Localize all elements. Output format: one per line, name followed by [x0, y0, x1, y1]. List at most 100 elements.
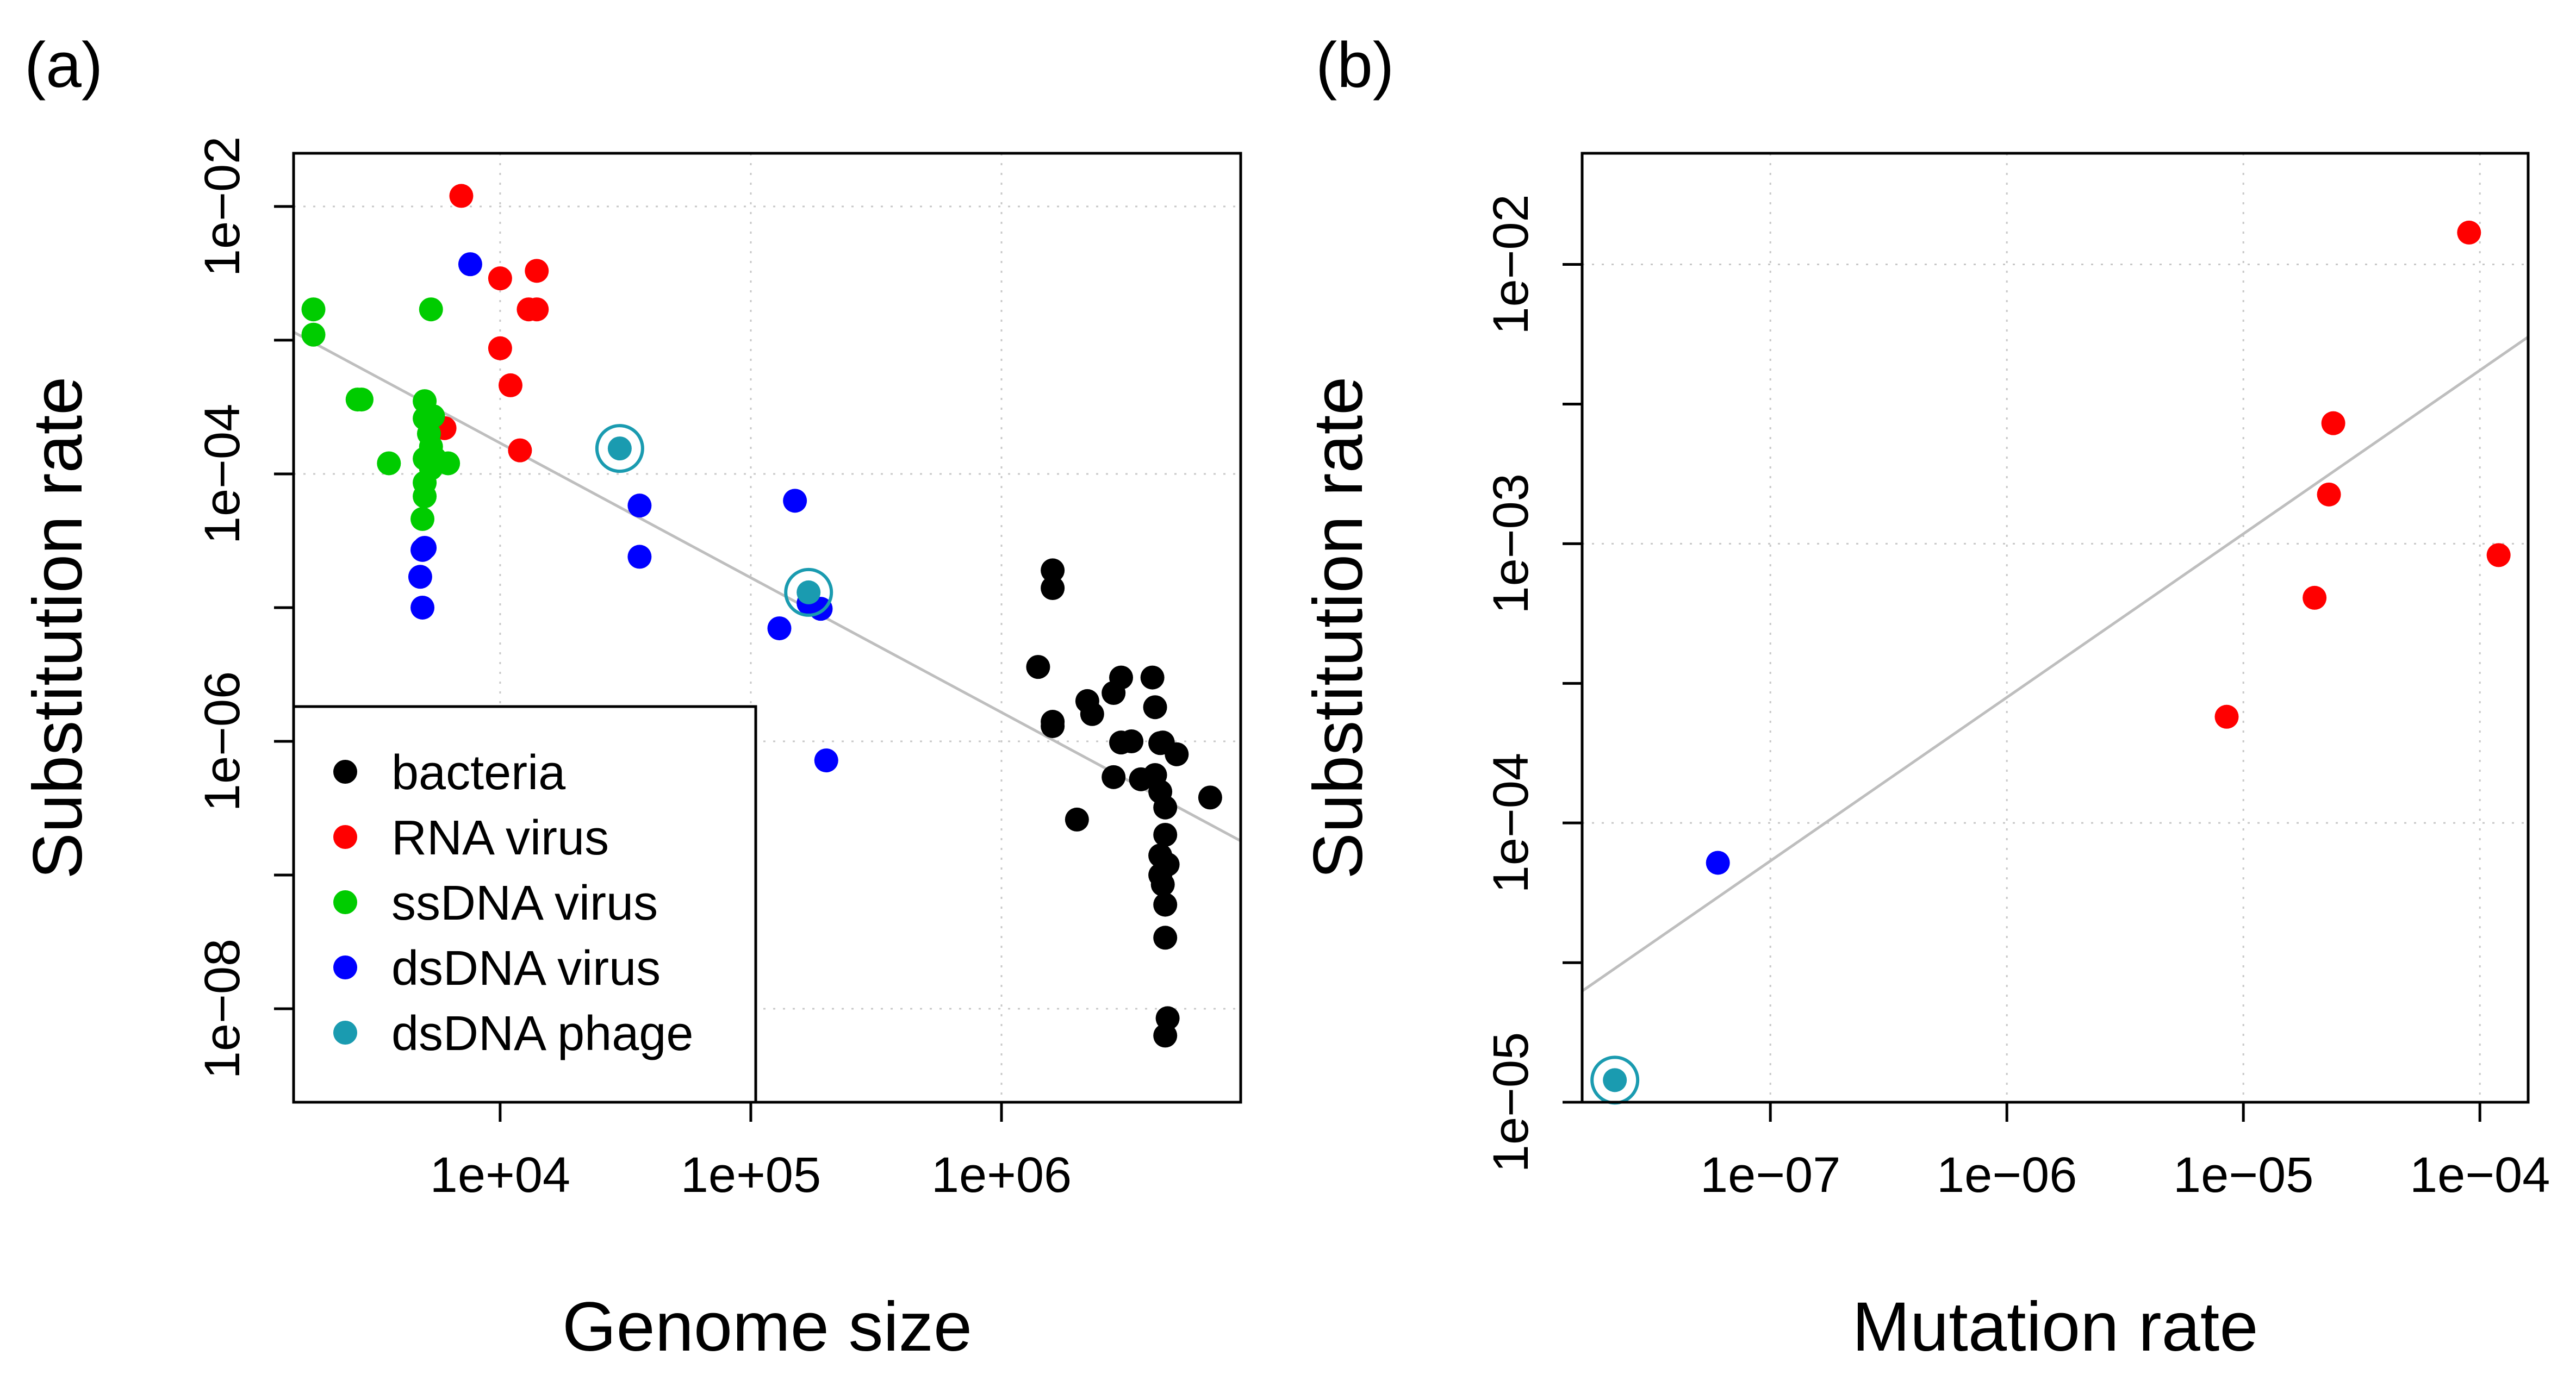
- point-dsdna-virus: [783, 489, 807, 513]
- panel-b: (b) 1e−07 1e−06 1e−05 1e−041e−051e−041e−031…: [1299, 29, 2550, 1366]
- plot-frame: [1581, 152, 2530, 1104]
- legend-label-rna-virus: RNA virus: [391, 811, 609, 865]
- y-tick-label: 1e−04: [1483, 753, 1539, 893]
- point-rna-virus: [517, 297, 541, 322]
- legend-marker-dsdna-virus: [333, 955, 357, 979]
- legend-marker-ssdna-virus: [333, 890, 357, 914]
- highlight-ring: [595, 424, 644, 473]
- point-bacteria: [1155, 1006, 1180, 1030]
- point-ssdna-virus: [301, 322, 326, 347]
- x-tick-label: 1e+06: [931, 1147, 1072, 1203]
- x-tick-label: 1e+04: [430, 1147, 570, 1203]
- point-ssdna-virus: [419, 297, 443, 322]
- point-rna-virus: [488, 336, 512, 360]
- legend-label-dsdna-virus: dsDNA virus: [391, 941, 661, 996]
- point-ssdna-virus: [349, 388, 374, 412]
- axes: 1e−07 1e−06 1e−05 1e−04 1e−05 1e−04 1e−03 1e−02: [1483, 194, 2550, 1203]
- point-rna-virus: [498, 373, 522, 397]
- x-tick-label: 1e−04: [2410, 1147, 2550, 1203]
- point-ssdna-virus: [413, 484, 437, 509]
- point-dsdna-phage: [797, 580, 821, 604]
- point-bacteria: [1153, 822, 1178, 847]
- x-axis-label: Mutation rate: [1852, 1288, 2258, 1366]
- point-bacteria: [1198, 785, 1222, 810]
- point-bacteria: [1065, 807, 1089, 832]
- y-axis-label: Substitution rate: [1299, 377, 1377, 879]
- y-tick-label: 1e−02: [195, 136, 250, 277]
- legend: bacteria RNA virus ssDNA virus dsDNA virus d…: [292, 705, 757, 1104]
- point-rna-virus: [2317, 482, 2341, 507]
- point-bacteria: [1153, 892, 1178, 917]
- point-rna-virus: [2486, 543, 2511, 567]
- point-dsdna-virus: [1706, 851, 1730, 875]
- regression-line: [1581, 335, 2529, 992]
- point-dsdna-virus: [627, 494, 652, 518]
- point-bacteria: [1109, 665, 1134, 690]
- legend-box: [292, 705, 757, 1104]
- point-bacteria: [1129, 767, 1153, 791]
- point-bacteria: [1026, 655, 1050, 679]
- point-rna-virus: [2457, 220, 2481, 245]
- point-bacteria: [1153, 1023, 1178, 1048]
- point-bacteria: [1080, 702, 1104, 726]
- y-tick-label: 1e−06: [195, 671, 250, 811]
- point-ssdna-virus: [410, 507, 435, 531]
- point-bacteria: [1140, 665, 1165, 690]
- point-rna-virus: [449, 184, 474, 208]
- legend-label-dsdna-phage: dsDNA phage: [391, 1007, 693, 1061]
- point-rna-virus: [2303, 585, 2327, 610]
- panel-a: (a) 1e+04 1e+05 1e+061e−081e−061e−041e−02 …: [19, 29, 1242, 1366]
- legend-label-bacteria: bacteria: [391, 746, 566, 800]
- panel-label: (b): [1316, 29, 1394, 101]
- point-bacteria: [1150, 872, 1175, 897]
- point-ssdna-virus: [301, 297, 326, 322]
- plot-frame: [292, 152, 1242, 1104]
- y-tick-label: 1e−02: [1483, 194, 1539, 334]
- x-tick-label: 1e−05: [2173, 1147, 2313, 1203]
- point-bacteria: [1102, 765, 1126, 789]
- point-dsdna-virus: [814, 748, 838, 773]
- point-bacteria: [1119, 729, 1144, 753]
- point-bacteria: [1041, 576, 1065, 601]
- legend-marker-bacteria: [333, 760, 357, 784]
- data-points: [301, 184, 1222, 1048]
- point-rna-virus: [2214, 704, 2239, 729]
- point-dsdna-phage: [1603, 1068, 1627, 1092]
- point-dsdna-virus: [410, 595, 435, 620]
- point-rna-virus: [525, 259, 549, 283]
- highlight-ring: [784, 567, 833, 617]
- point-dsdna-phage: [607, 436, 632, 461]
- regression-line: [293, 330, 1242, 842]
- y-tick-label: 1e−08: [195, 939, 250, 1079]
- x-axis-label: Genome size: [562, 1288, 972, 1366]
- panel-label: (a): [24, 29, 103, 101]
- point-dsdna-virus: [627, 545, 652, 569]
- point-bacteria: [1041, 714, 1065, 738]
- fit-line: [293, 330, 1242, 842]
- point-ssdna-virus: [377, 451, 401, 476]
- y-tick-label: 1e−04: [195, 404, 250, 544]
- point-bacteria: [1041, 558, 1065, 583]
- point-dsdna-virus: [408, 565, 432, 589]
- point-bacteria: [1143, 695, 1167, 720]
- x-tick-label: 1e−07: [1700, 1147, 1840, 1203]
- point-rna-virus: [2321, 411, 2345, 435]
- legend-label-ssdna-virus: ssDNA virus: [391, 876, 658, 930]
- fit-line: [1581, 335, 2529, 992]
- point-dsdna-virus: [458, 252, 482, 277]
- data-points: [1590, 220, 2511, 1105]
- point-ssdna-virus: [421, 404, 445, 428]
- axes: 1e+04 1e+05 1e+06 1e−08 1e−06 1e−04 1e−02: [195, 136, 1072, 1203]
- point-bacteria: [1153, 926, 1178, 950]
- point-rna-virus: [508, 438, 532, 463]
- point-dsdna-virus: [767, 616, 792, 641]
- y-tick-label: 1e−05: [1483, 1032, 1539, 1172]
- x-tick-label: 1e−06: [1937, 1147, 2077, 1203]
- point-rna-virus: [488, 266, 512, 291]
- legend-marker-rna-virus: [333, 825, 357, 849]
- legend-marker-dsdna-phage: [333, 1021, 357, 1045]
- point-dsdna-virus: [410, 538, 435, 562]
- point-bacteria: [1153, 795, 1178, 820]
